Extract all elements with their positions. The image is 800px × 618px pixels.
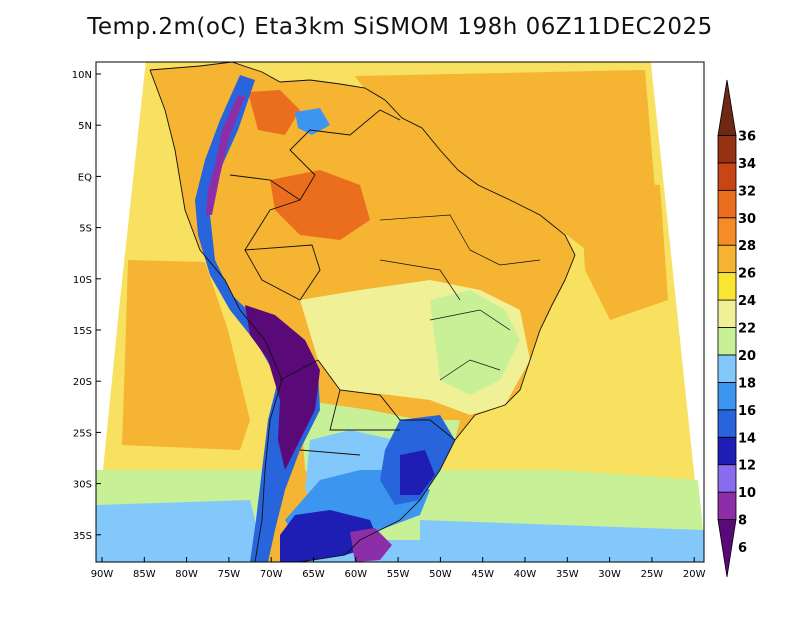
latitude-axis: 10N 5N EQ 5S 10S 15S 20S 25S 30S 35S <box>72 70 101 542</box>
lon-label: 35W <box>556 569 579 580</box>
colorbar-label: 32 <box>738 184 756 199</box>
lon-label: 20W <box>683 569 706 580</box>
colorbar-label: 8 <box>738 514 747 529</box>
colorbar-label: 26 <box>738 267 756 282</box>
lat-label: 10S <box>73 275 92 286</box>
map-frame <box>95 61 705 563</box>
map-title: Temp.2m(oC) Eta3km SiSMOM 198h 06Z11DEC2… <box>87 14 713 40</box>
lat-label: 25S <box>73 428 92 439</box>
colorbar: 6 8 10 12 14 16 18 20 22 24 26 28 30 32 34 36 <box>717 79 756 578</box>
lat-label: 30S <box>73 480 92 491</box>
amazon-hot <box>270 170 370 240</box>
colorbar-swatch <box>717 327 737 356</box>
colorbar-label: 20 <box>738 349 756 364</box>
colorbar-label: 22 <box>738 322 756 337</box>
ocean-corner <box>96 540 704 562</box>
colorbar-swatch <box>717 272 737 301</box>
ocean-south-blue <box>96 500 260 540</box>
colorbar-label: 10 <box>738 486 756 501</box>
lat-label: EQ <box>78 172 92 183</box>
colorbar-label: 12 <box>738 459 756 474</box>
colorbar-label: 34 <box>738 157 756 172</box>
guiana-highland <box>295 108 330 135</box>
ocean-south-blue-2 <box>420 520 704 540</box>
colorbar-label: 24 <box>738 294 756 309</box>
borders <box>149 62 576 562</box>
lat-label: 5N <box>78 121 92 132</box>
colorbar-swatch <box>717 464 737 493</box>
lat-label: 35S <box>73 531 92 542</box>
colorbar-label: 28 <box>738 239 756 254</box>
colorbar-swatch <box>717 135 737 164</box>
colorbar-swatch <box>717 436 737 466</box>
border-brazil <box>244 109 456 441</box>
lat-label: 20S <box>73 377 92 388</box>
colorbar-label: 16 <box>738 404 756 419</box>
colorbar-swatch <box>717 519 737 578</box>
lon-label: 55W <box>387 569 410 580</box>
lon-label: 65W <box>302 569 325 580</box>
lat-label: 10N <box>72 70 92 81</box>
lon-label: 85W <box>133 569 156 580</box>
lon-label: 45W <box>471 569 494 580</box>
colorbar-label: 6 <box>738 541 747 556</box>
sbrazil-navy <box>400 450 435 495</box>
brazil-interior-green <box>430 290 520 395</box>
colorbar-swatch <box>717 299 737 328</box>
colorbar-swatch <box>717 491 737 520</box>
colorbar-swatch <box>717 244 737 274</box>
border-andean <box>229 174 400 456</box>
colorbar-swatch <box>717 79 737 136</box>
colorbar-swatch <box>717 354 737 383</box>
lon-label: 90W <box>91 569 114 580</box>
lon-label: 40W <box>514 569 537 580</box>
colorbar-swatch <box>717 162 737 191</box>
colorbar-swatch <box>717 217 737 246</box>
lat-label: 5S <box>79 224 92 235</box>
lon-label: 70W <box>260 569 283 580</box>
colombia-hot <box>248 90 300 135</box>
colorbar-label: 18 <box>738 376 756 391</box>
map-field <box>96 62 704 562</box>
ocean-band-atlantic-2 <box>580 180 668 320</box>
border-states <box>379 214 541 381</box>
colorbar-swatch <box>717 381 737 411</box>
lon-label: 75W <box>218 569 241 580</box>
lon-label: 30W <box>598 569 621 580</box>
lon-label: 25W <box>641 569 664 580</box>
ocean-band-west <box>122 260 250 450</box>
longitude-axis: 90W 85W 80W 75W 70W 65W 60W 55W 50W 45W 40W 35W 30W 2… <box>91 557 706 580</box>
lat-label: 15S <box>73 326 92 337</box>
colorbar-label: 30 <box>738 212 756 227</box>
patagonia-purple <box>350 528 392 562</box>
colorbar-label: 36 <box>738 129 756 144</box>
lon-label: 60W <box>344 569 367 580</box>
coastline <box>149 62 576 562</box>
colorbar-label: 14 <box>738 431 756 446</box>
altiplano-purple <box>245 305 320 470</box>
lon-label: 80W <box>175 569 198 580</box>
andes-north-purple <box>206 95 245 215</box>
colorbar-swatch <box>717 409 737 438</box>
colorbar-swatch <box>717 189 737 219</box>
lon-label: 50W <box>429 569 452 580</box>
